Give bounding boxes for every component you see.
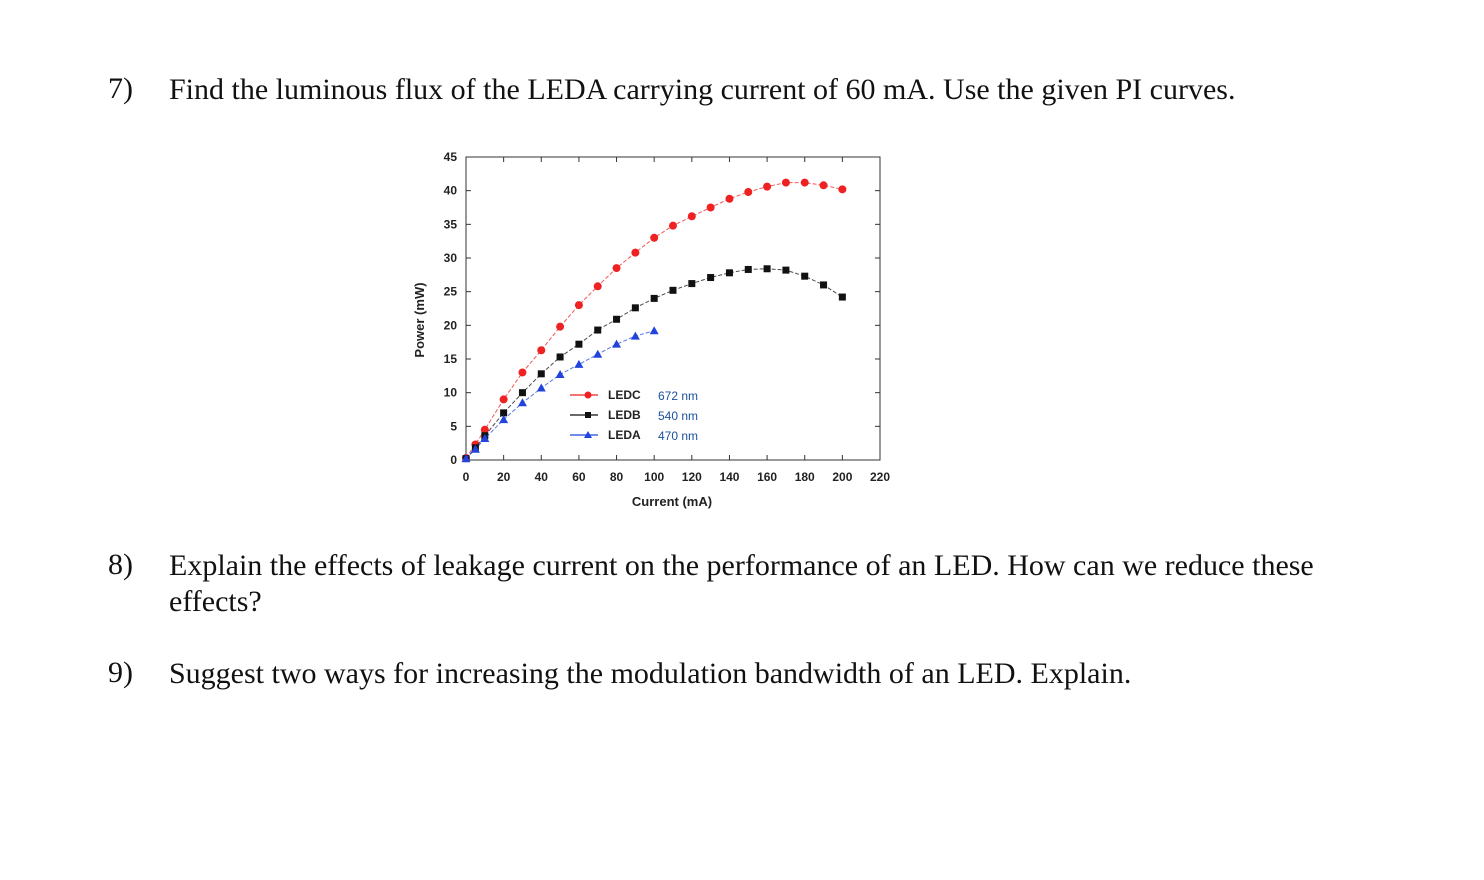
y-tick-label: 35 [444, 217, 458, 231]
data-point-ledc [518, 368, 527, 377]
x-tick-label: 60 [572, 470, 586, 484]
data-point-ledb [594, 326, 602, 334]
data-point-leda [470, 444, 480, 453]
x-tick-label: 120 [682, 470, 702, 484]
data-point-ledc [781, 178, 790, 187]
data-point-ledb [763, 265, 771, 273]
data-point-ledb [669, 286, 677, 294]
data-point-ledb [725, 269, 733, 277]
data-point-ledc [612, 264, 621, 273]
y-tick-label: 20 [444, 318, 458, 332]
data-point-ledc [556, 322, 565, 331]
data-point-leda [555, 369, 565, 378]
data-point-ledc [499, 395, 508, 404]
legend: LEDC 672 nm LEDB 540 nm LEDA 470 nm [570, 388, 698, 443]
x-tick-label: 0 [463, 470, 470, 484]
data-point-ledb [537, 370, 545, 378]
data-point-ledb [631, 304, 639, 312]
data-point-ledc [687, 212, 696, 221]
x-tick-label: 100 [644, 470, 664, 484]
data-point-ledc [706, 203, 715, 212]
pi-curve-figure: 0 20 40 60 80 100 120 140 160 180 200 220 0 5 10 15 20 25… [400, 140, 920, 520]
data-point-ledb [782, 266, 790, 274]
x-tick-label: 20 [497, 470, 511, 484]
data-point-ledc [480, 425, 489, 434]
y-tick-label: 25 [444, 285, 458, 299]
legend-wavelength-leda: 470 nm [658, 429, 698, 443]
legend-marker-leda [584, 431, 592, 438]
legend-marker-ledc [584, 391, 592, 399]
data-point-ledb [838, 293, 846, 301]
data-point-ledc [574, 301, 583, 310]
data-point-ledc [631, 248, 640, 257]
y-tick-label: 0 [450, 453, 457, 467]
axes: 0 20 40 60 80 100 120 140 160 180 200 220 0 5 10 15 20 25… [444, 150, 891, 484]
data-point-leda [536, 383, 546, 392]
data-point-ledc [819, 181, 828, 190]
data-point-ledb [500, 409, 508, 417]
data-point-ledb [650, 294, 658, 302]
data-point-ledb [613, 315, 621, 323]
data-point-ledb [744, 265, 752, 273]
question-text: Suggest two ways for increasing the modu… [169, 657, 1132, 690]
y-tick-label: 40 [444, 184, 458, 198]
data-point-ledb [575, 340, 583, 348]
x-tick-label: 140 [719, 470, 739, 484]
data-point-ledb [688, 280, 696, 288]
data-point-ledc [838, 185, 847, 194]
y-tick-label: 10 [444, 386, 458, 400]
x-tick-label: 180 [795, 470, 815, 484]
x-tick-label: 80 [610, 470, 624, 484]
data-point-leda [517, 398, 527, 407]
data-point-ledc [650, 233, 659, 242]
pi-curve-chart: 0 20 40 60 80 100 120 140 160 180 200 220 0 5 10 15 20 25… [412, 150, 891, 509]
data-point-leda [480, 433, 490, 442]
data-point-ledb [556, 353, 564, 361]
question-text: Find the luminous flux of the LEDA carry… [169, 73, 1236, 106]
data-point-ledc [669, 221, 677, 230]
x-tick-label: 220 [870, 470, 890, 484]
data-point-leda [593, 349, 603, 358]
x-axis-label: Current (mA) [632, 494, 712, 509]
data-point-leda [612, 339, 622, 348]
question-number: 8) [108, 548, 133, 581]
data-point-ledc [800, 178, 809, 187]
y-tick-label: 45 [444, 150, 458, 164]
data-point-ledc [537, 346, 546, 355]
series-layer [461, 178, 847, 463]
y-tick-label: 15 [444, 352, 458, 366]
data-point-ledc [725, 194, 734, 203]
x-tick-label: 40 [535, 470, 549, 484]
data-point-ledb [707, 274, 715, 282]
data-point-ledc [763, 182, 772, 191]
series-line-ledb [465, 268, 843, 460]
y-tick-label: 30 [444, 251, 458, 265]
question-number: 9) [108, 656, 133, 689]
data-point-leda [461, 454, 471, 463]
data-point-leda [649, 326, 659, 335]
legend-label-leda: LEDA [608, 428, 641, 442]
legend-wavelength-ledc: 672 nm [658, 389, 698, 403]
x-tick-label: 160 [757, 470, 777, 484]
data-point-leda [499, 415, 509, 424]
data-point-ledc [593, 282, 602, 291]
data-point-ledc [744, 188, 753, 197]
data-point-leda [630, 331, 640, 340]
legend-wavelength-ledb: 540 nm [658, 409, 698, 423]
data-point-ledb [801, 272, 809, 280]
legend-marker-ledb [585, 412, 591, 418]
legend-label-ledc: LEDC [608, 388, 641, 402]
x-tick-label: 200 [832, 470, 852, 484]
question-number: 7) [108, 72, 133, 105]
data-point-ledb [820, 281, 828, 289]
y-tick-label: 5 [450, 419, 457, 433]
legend-label-ledb: LEDB [608, 408, 641, 422]
series-line-ledc [465, 182, 843, 459]
data-point-ledb [518, 389, 526, 397]
plot-frame [465, 156, 881, 461]
question-text: Explain the effects of leakage current o… [169, 549, 1314, 618]
y-axis-label: Power (mW) [412, 282, 427, 357]
data-point-leda [574, 359, 584, 368]
